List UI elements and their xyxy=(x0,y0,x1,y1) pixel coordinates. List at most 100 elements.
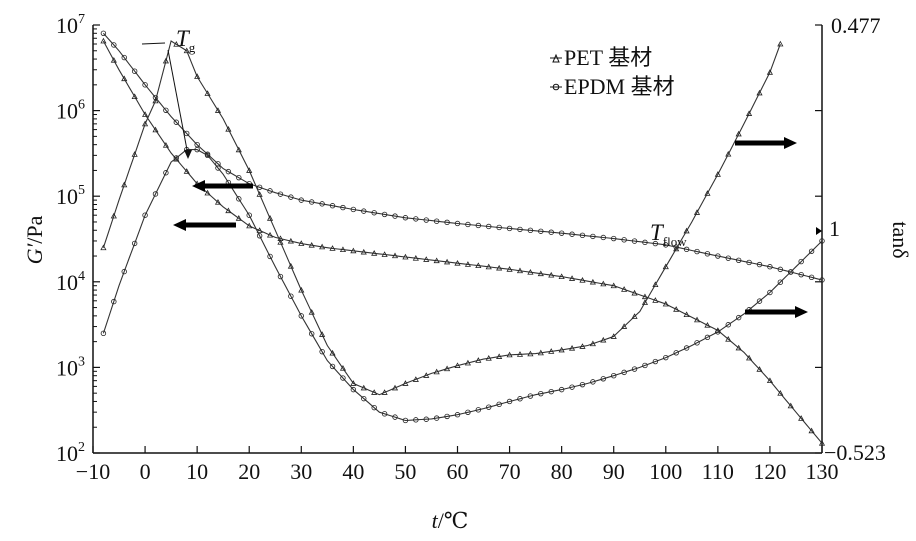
x-tick-label: 130 xyxy=(806,459,839,484)
data-point xyxy=(746,354,753,361)
data-point xyxy=(256,184,263,190)
data-point xyxy=(788,269,794,275)
direction-arrow-head xyxy=(173,219,186,231)
data-point xyxy=(662,300,669,307)
data-point xyxy=(142,212,148,218)
data-point xyxy=(236,196,242,202)
data-point xyxy=(569,231,575,237)
tg-main: T xyxy=(176,26,191,51)
data-point xyxy=(402,380,409,386)
data-point xyxy=(204,152,211,159)
series-epdm-modulus xyxy=(100,30,825,283)
data-point xyxy=(704,334,711,341)
data-point xyxy=(767,289,773,296)
data-point xyxy=(819,277,825,283)
data-point xyxy=(277,191,284,197)
data-point xyxy=(266,215,274,221)
data-point xyxy=(298,313,304,319)
data-point xyxy=(506,398,513,405)
x-tick-label: 10 xyxy=(186,459,208,484)
data-point xyxy=(256,227,263,233)
tg-pointer-line-1 xyxy=(141,42,166,45)
data-point xyxy=(527,268,534,275)
data-point xyxy=(142,82,148,88)
y-tick-label: 102 xyxy=(56,440,85,466)
data-point xyxy=(141,111,149,117)
data-point xyxy=(131,151,138,157)
data-point xyxy=(433,415,440,421)
data-point xyxy=(516,351,524,357)
data-point xyxy=(766,69,774,75)
x-tick-label: 50 xyxy=(394,459,416,484)
data-point xyxy=(527,350,534,357)
data-point xyxy=(486,404,492,410)
data-point xyxy=(350,386,357,393)
data-point xyxy=(558,230,565,236)
data-point xyxy=(100,37,107,44)
x-axis-ticks: −10 0 10 20 30 40 50 60 70 80 90 100 110 120 130 xyxy=(76,446,839,484)
data-point xyxy=(735,314,742,321)
data-point xyxy=(767,264,773,270)
data-point xyxy=(214,199,222,205)
x-axis-title: t/℃ xyxy=(432,508,469,533)
data-point xyxy=(569,384,575,390)
data-point xyxy=(517,226,523,233)
data-point xyxy=(683,311,690,318)
data-point xyxy=(246,212,252,218)
data-point xyxy=(496,353,503,359)
data-point xyxy=(423,372,430,378)
data-point xyxy=(152,97,159,104)
data-point xyxy=(506,225,513,232)
data-point xyxy=(475,222,482,229)
y-axis-left-ticks: 102 103 104 105 106 107 xyxy=(56,12,822,466)
data-point xyxy=(694,248,700,255)
data-point xyxy=(558,386,565,393)
data-point xyxy=(444,258,451,265)
data-point xyxy=(121,75,128,82)
data-point xyxy=(735,130,742,137)
data-point xyxy=(777,279,784,285)
data-point xyxy=(256,233,263,239)
data-point xyxy=(673,245,680,252)
plot-frame xyxy=(92,25,823,454)
data-point xyxy=(621,237,627,243)
data-point xyxy=(642,239,648,246)
data-point xyxy=(548,388,554,395)
data-point xyxy=(392,414,398,420)
data-point xyxy=(340,204,346,211)
tflow-main: T xyxy=(650,220,665,245)
data-point xyxy=(392,213,398,219)
data-point xyxy=(194,146,200,153)
data-point xyxy=(600,376,606,382)
x-tick-label: 70 xyxy=(499,459,521,484)
data-point xyxy=(298,197,304,203)
data-point xyxy=(777,390,784,396)
right-axis-one-marker xyxy=(816,227,822,235)
x-tick-label: 40 xyxy=(342,459,364,484)
data-point xyxy=(662,263,669,270)
y-axis-left-unit: /Pa xyxy=(22,215,47,243)
arrow-layer xyxy=(173,137,822,318)
data-point xyxy=(298,240,305,246)
data-point xyxy=(766,377,774,384)
series-line xyxy=(102,40,823,444)
data-point xyxy=(163,170,169,176)
data-point xyxy=(517,396,523,402)
data-point xyxy=(548,229,554,235)
data-point xyxy=(715,253,721,259)
data-point xyxy=(329,245,336,251)
data-point xyxy=(611,235,617,242)
data-point xyxy=(485,263,492,270)
data-point xyxy=(798,271,804,278)
legend-label-pet: PET 基材 xyxy=(564,45,652,70)
data-point xyxy=(496,401,502,408)
data-point xyxy=(141,120,149,127)
data-point xyxy=(402,253,409,260)
data-point xyxy=(381,251,388,257)
y-tick-label: 105 xyxy=(56,183,85,209)
data-point xyxy=(183,168,190,174)
data-point xyxy=(225,207,232,214)
data-point xyxy=(683,246,690,253)
data-point xyxy=(454,412,461,418)
data-point xyxy=(204,189,211,196)
